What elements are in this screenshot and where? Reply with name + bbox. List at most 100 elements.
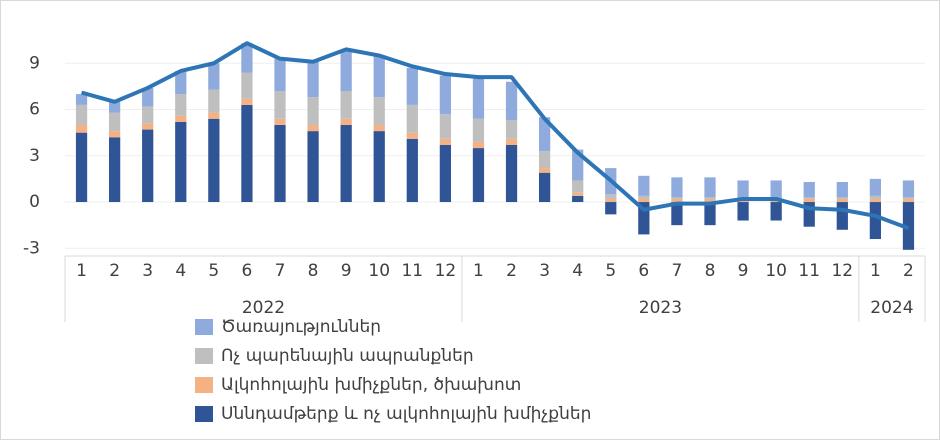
bar-segment [307, 131, 319, 203]
bar-segment [472, 148, 485, 203]
bar-segment [142, 123, 154, 130]
bar-segment [605, 194, 617, 199]
bar-segment [538, 151, 551, 169]
y-tick-label: 3 [29, 146, 40, 166]
bar-segment [373, 131, 385, 203]
bar-segment [704, 177, 716, 198]
bar-segment [208, 89, 220, 113]
bar-segment [902, 180, 915, 198]
y-tick-label: 9 [29, 53, 40, 73]
bar-segment [406, 138, 418, 203]
x-tick-label: 9 [341, 261, 352, 281]
bar-segment [340, 124, 352, 203]
bar-segment [472, 118, 485, 142]
bar-segment [704, 202, 716, 226]
bar-segment [75, 132, 88, 203]
legend-swatch [195, 377, 213, 393]
bar-segment [439, 75, 452, 115]
x-tick-label: 2 [903, 261, 914, 281]
x-tick-label: 8 [705, 261, 716, 281]
bar-segment [803, 198, 815, 203]
bar-segment [307, 124, 319, 132]
bar-segment [836, 198, 848, 203]
bar-segment [836, 202, 848, 230]
bar-segment [803, 202, 815, 227]
y-tick-label: -3 [23, 238, 40, 258]
group-label: 2023 [639, 298, 682, 318]
bar-segment [241, 104, 253, 203]
bar-segment [373, 97, 385, 125]
bar-segment [108, 112, 121, 132]
bar-segment [638, 198, 650, 203]
bar-segment [638, 202, 650, 235]
bar-segment [836, 181, 848, 198]
bar-segment [340, 91, 352, 119]
bar-segment [572, 149, 584, 181]
bar-segment [505, 138, 518, 145]
bar-segment [108, 131, 121, 138]
bar-segment [75, 94, 88, 105]
bar-segment [307, 97, 319, 125]
x-tick-label: 3 [539, 261, 550, 281]
bar-segment [373, 124, 385, 132]
x-tick-label: 7 [672, 261, 683, 281]
bar-segment [439, 144, 452, 203]
bar-segment [241, 72, 253, 99]
bar-segment [836, 197, 848, 199]
bar-segment [538, 117, 551, 152]
bar-segment [175, 121, 187, 203]
legend-label: Ծառայություններ [221, 317, 381, 337]
bar-segment [869, 202, 882, 240]
bar-segment [737, 202, 749, 221]
bar-segment [175, 70, 187, 95]
bar-segment [902, 202, 915, 250]
legend-swatch [195, 319, 213, 335]
total-line [80, 41, 910, 231]
bar-segment [704, 197, 716, 199]
x-tick-label: 9 [738, 261, 749, 281]
bar-segment [770, 202, 782, 221]
x-tick-label: 4 [572, 261, 583, 281]
bar-segment [142, 106, 154, 124]
bar-segment [241, 98, 253, 105]
x-tick-label: 8 [308, 261, 319, 281]
bar-segment [406, 67, 418, 105]
bar-segment [108, 137, 121, 203]
bar-segment [274, 124, 286, 203]
x-tick-label: 11 [798, 261, 820, 281]
bar-segment [373, 55, 385, 98]
bar-segment [241, 43, 253, 73]
bar-segment [671, 197, 683, 199]
bar-segment [108, 101, 121, 113]
bar-segment [439, 114, 452, 139]
bar-segment [505, 144, 518, 203]
bar-segment [638, 195, 650, 199]
bar-segment [208, 112, 220, 119]
bar-segment [274, 118, 286, 125]
bar-segment [869, 195, 882, 199]
bar-segment [175, 115, 187, 122]
bar-segment [208, 118, 220, 203]
bar-segment [869, 178, 882, 196]
bar-segment [208, 63, 220, 90]
x-tick-label: 5 [208, 261, 219, 281]
x-tick-label: 5 [605, 261, 616, 281]
bar-segment [340, 118, 352, 125]
bar-segment [307, 61, 319, 98]
bar-segment [572, 192, 584, 196]
group-label: 2022 [242, 298, 285, 318]
x-tick-label: 2 [506, 261, 517, 281]
bar-segment [75, 104, 88, 125]
bar-segment [770, 180, 782, 199]
bar-segment [869, 198, 882, 203]
bar-segment [75, 124, 88, 133]
x-tick-label: 11 [401, 261, 423, 281]
bar-segment [605, 202, 617, 215]
bar-segment [274, 91, 286, 119]
bar-segment [902, 198, 915, 203]
x-tick-label: 3 [142, 261, 153, 281]
x-tick-label: 6 [638, 261, 649, 281]
bar-segment [902, 197, 915, 199]
